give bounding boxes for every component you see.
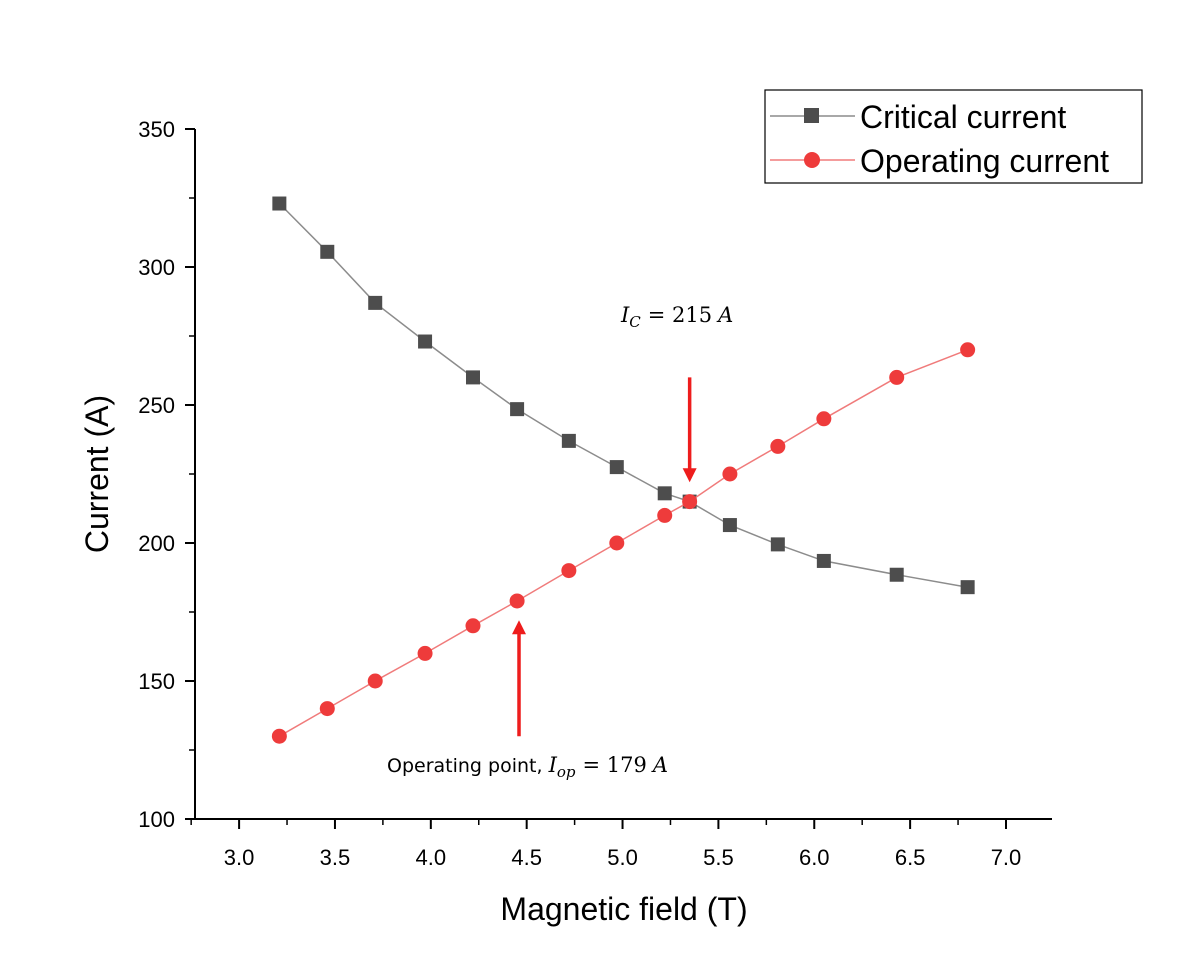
axes: 3.0 3.5 4.0 4.5 5.0 5.5 6.0 6.5 7.0 100 150 200 250… [138, 117, 1052, 870]
legend-marker-operating [804, 152, 820, 168]
y-tick-label: 250 [138, 393, 175, 418]
legend-label-critical: Critical current [860, 99, 1066, 135]
ic-equation: = 215 [648, 303, 712, 327]
arrow-head [682, 468, 697, 483]
data-point-circle [509, 593, 525, 609]
y-tick-label: 150 [138, 669, 175, 694]
x-axis-ticks: 3.0 3.5 4.0 4.5 5.0 5.5 6.0 6.5 7.0 [190, 819, 1022, 870]
data-point-circle [609, 535, 625, 551]
x-tick-label: 7.0 [991, 845, 1022, 870]
data-point-square [770, 537, 785, 552]
ic-symbol: I [620, 303, 630, 327]
data-point-circle [889, 369, 905, 385]
data-point-square [889, 567, 904, 582]
series-operating-current [271, 342, 976, 744]
arrow-head [512, 620, 527, 635]
y-axis-title: Current (A) [79, 395, 115, 553]
data-point-circle [319, 701, 335, 717]
data-point-square [368, 295, 383, 310]
data-point-circle [271, 728, 287, 744]
op-symbol: I [548, 753, 558, 777]
critical-current-annotation: IC = 215 A [620, 303, 733, 331]
data-point-square [320, 244, 335, 259]
x-tick-label: 4.5 [511, 845, 542, 870]
x-tick-label: 5.5 [703, 845, 734, 870]
x-tick-label: 5.0 [607, 845, 638, 870]
data-point-square [418, 334, 433, 349]
data-point-square [722, 518, 737, 533]
series [271, 196, 976, 744]
x-tick-label: 3.0 [224, 845, 255, 870]
operating-point-annotation: Operating point, Iop = 179 A [387, 753, 668, 781]
data-point-square [657, 486, 672, 501]
y-tick-label: 350 [138, 117, 175, 142]
legend: Critical current Operating current [764, 89, 1143, 184]
ic-unit: A [716, 303, 733, 327]
data-point-circle [722, 466, 738, 482]
op-subscript: op [557, 763, 576, 781]
x-tick-label: 6.5 [895, 845, 926, 870]
data-point-circle [417, 645, 433, 661]
x-axis-title: Magnetic field (T) [500, 891, 747, 927]
x-tick-label: 6.0 [799, 845, 830, 870]
y-axis-ticks: 100 150 200 250 300 350 [138, 117, 195, 832]
data-point-circle [770, 438, 786, 454]
y-tick-label: 200 [138, 531, 175, 556]
op-prefix: Operating point, [387, 755, 549, 777]
data-point-circle [816, 411, 832, 427]
data-point-square [561, 433, 576, 448]
x-tick-label: 4.0 [416, 845, 447, 870]
arrow-op [512, 620, 527, 737]
y-tick-label: 100 [138, 807, 175, 832]
data-point-square [465, 370, 480, 385]
data-point-square [510, 402, 525, 417]
data-point-circle [657, 507, 673, 523]
legend-label-operating: Operating current [860, 143, 1109, 179]
ic-subscript: C [629, 313, 641, 331]
data-point-circle [682, 494, 698, 510]
data-point-square [816, 553, 831, 568]
legend-frame [764, 89, 1143, 184]
x-tick-label: 3.5 [320, 845, 351, 870]
data-point-circle [367, 673, 383, 689]
op-equation: = 179 [583, 753, 647, 777]
op-unit: A [651, 753, 668, 777]
data-point-square [609, 460, 624, 475]
legend-marker-critical [804, 108, 819, 123]
data-point-circle [561, 563, 577, 579]
y-tick-label: 300 [138, 255, 175, 280]
arrow-ic [682, 377, 697, 483]
data-point-circle [465, 618, 481, 634]
data-point-square [272, 196, 287, 211]
data-point-square [960, 580, 975, 595]
data-point-circle [960, 342, 976, 358]
annotations: IC = 215 A Operating point, Iop = 179 A [387, 303, 733, 781]
series-critical-current [272, 196, 975, 595]
